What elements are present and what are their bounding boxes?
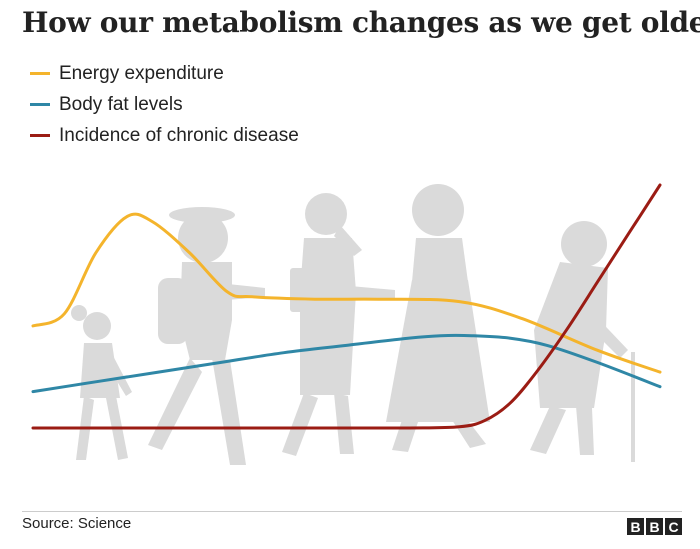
teenager-silhouette-icon — [148, 207, 265, 465]
legend-item-chronic-disease: Incidence of chronic disease — [30, 120, 299, 151]
legend-swatch-energy — [30, 72, 50, 75]
series-line-body-fat — [31, 333, 662, 394]
elderly-silhouette-icon — [530, 221, 635, 462]
legend-swatch-chronic-disease — [30, 134, 50, 137]
chart-legend: Energy expenditure Body fat levels Incid… — [30, 58, 299, 151]
life-stage-silhouettes — [71, 184, 635, 465]
legend-label-body-fat: Body fat levels — [59, 93, 183, 115]
legend-item-energy: Energy expenditure — [30, 58, 299, 89]
series-line-chronic-disease — [31, 183, 662, 430]
bbc-logo-block: B — [627, 518, 644, 535]
adult-silhouette-icon — [282, 193, 395, 456]
series-lines — [31, 183, 662, 430]
legend-label-chronic-disease: Incidence of chronic disease — [59, 124, 299, 146]
series-line-energy-expenditure — [31, 212, 662, 374]
bbc-logo-block: B — [646, 518, 663, 535]
legend-swatch-body-fat — [30, 103, 50, 106]
legend-item-body-fat: Body fat levels — [30, 89, 299, 120]
chart-title: How our metabolism changes as we get old… — [22, 6, 700, 39]
woman-silhouette-icon — [386, 184, 490, 452]
source-note: Source: Science — [22, 515, 132, 532]
legend-label-energy: Energy expenditure — [59, 62, 224, 84]
bbc-logo: B B C — [627, 518, 682, 535]
footer-divider — [22, 511, 682, 512]
child-silhouette-icon — [71, 305, 132, 460]
bbc-logo-block: C — [665, 518, 682, 535]
